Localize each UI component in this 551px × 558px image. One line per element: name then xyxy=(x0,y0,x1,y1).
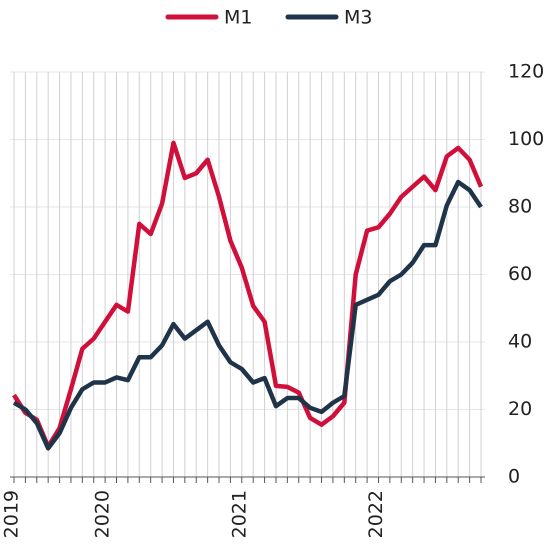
legend-label: M3 xyxy=(344,7,372,29)
y-tick-label: 120 xyxy=(508,61,544,83)
line-series xyxy=(12,140,484,449)
y-tick-label: 60 xyxy=(508,263,532,285)
x-tick-label: 2022 xyxy=(365,490,387,538)
y-tick-label: 40 xyxy=(508,331,532,353)
y-tick-label: 20 xyxy=(508,398,532,420)
y-tick-label: 100 xyxy=(508,128,544,150)
x-tick-label: 2019 xyxy=(1,490,23,538)
legend-label: M1 xyxy=(224,7,252,29)
y-tick-label: 80 xyxy=(508,196,532,218)
x-tick-label: 2020 xyxy=(92,490,114,538)
line-series xyxy=(12,179,483,451)
x-tick-label: 2021 xyxy=(228,490,250,538)
y-tick-label: 0 xyxy=(508,466,520,488)
